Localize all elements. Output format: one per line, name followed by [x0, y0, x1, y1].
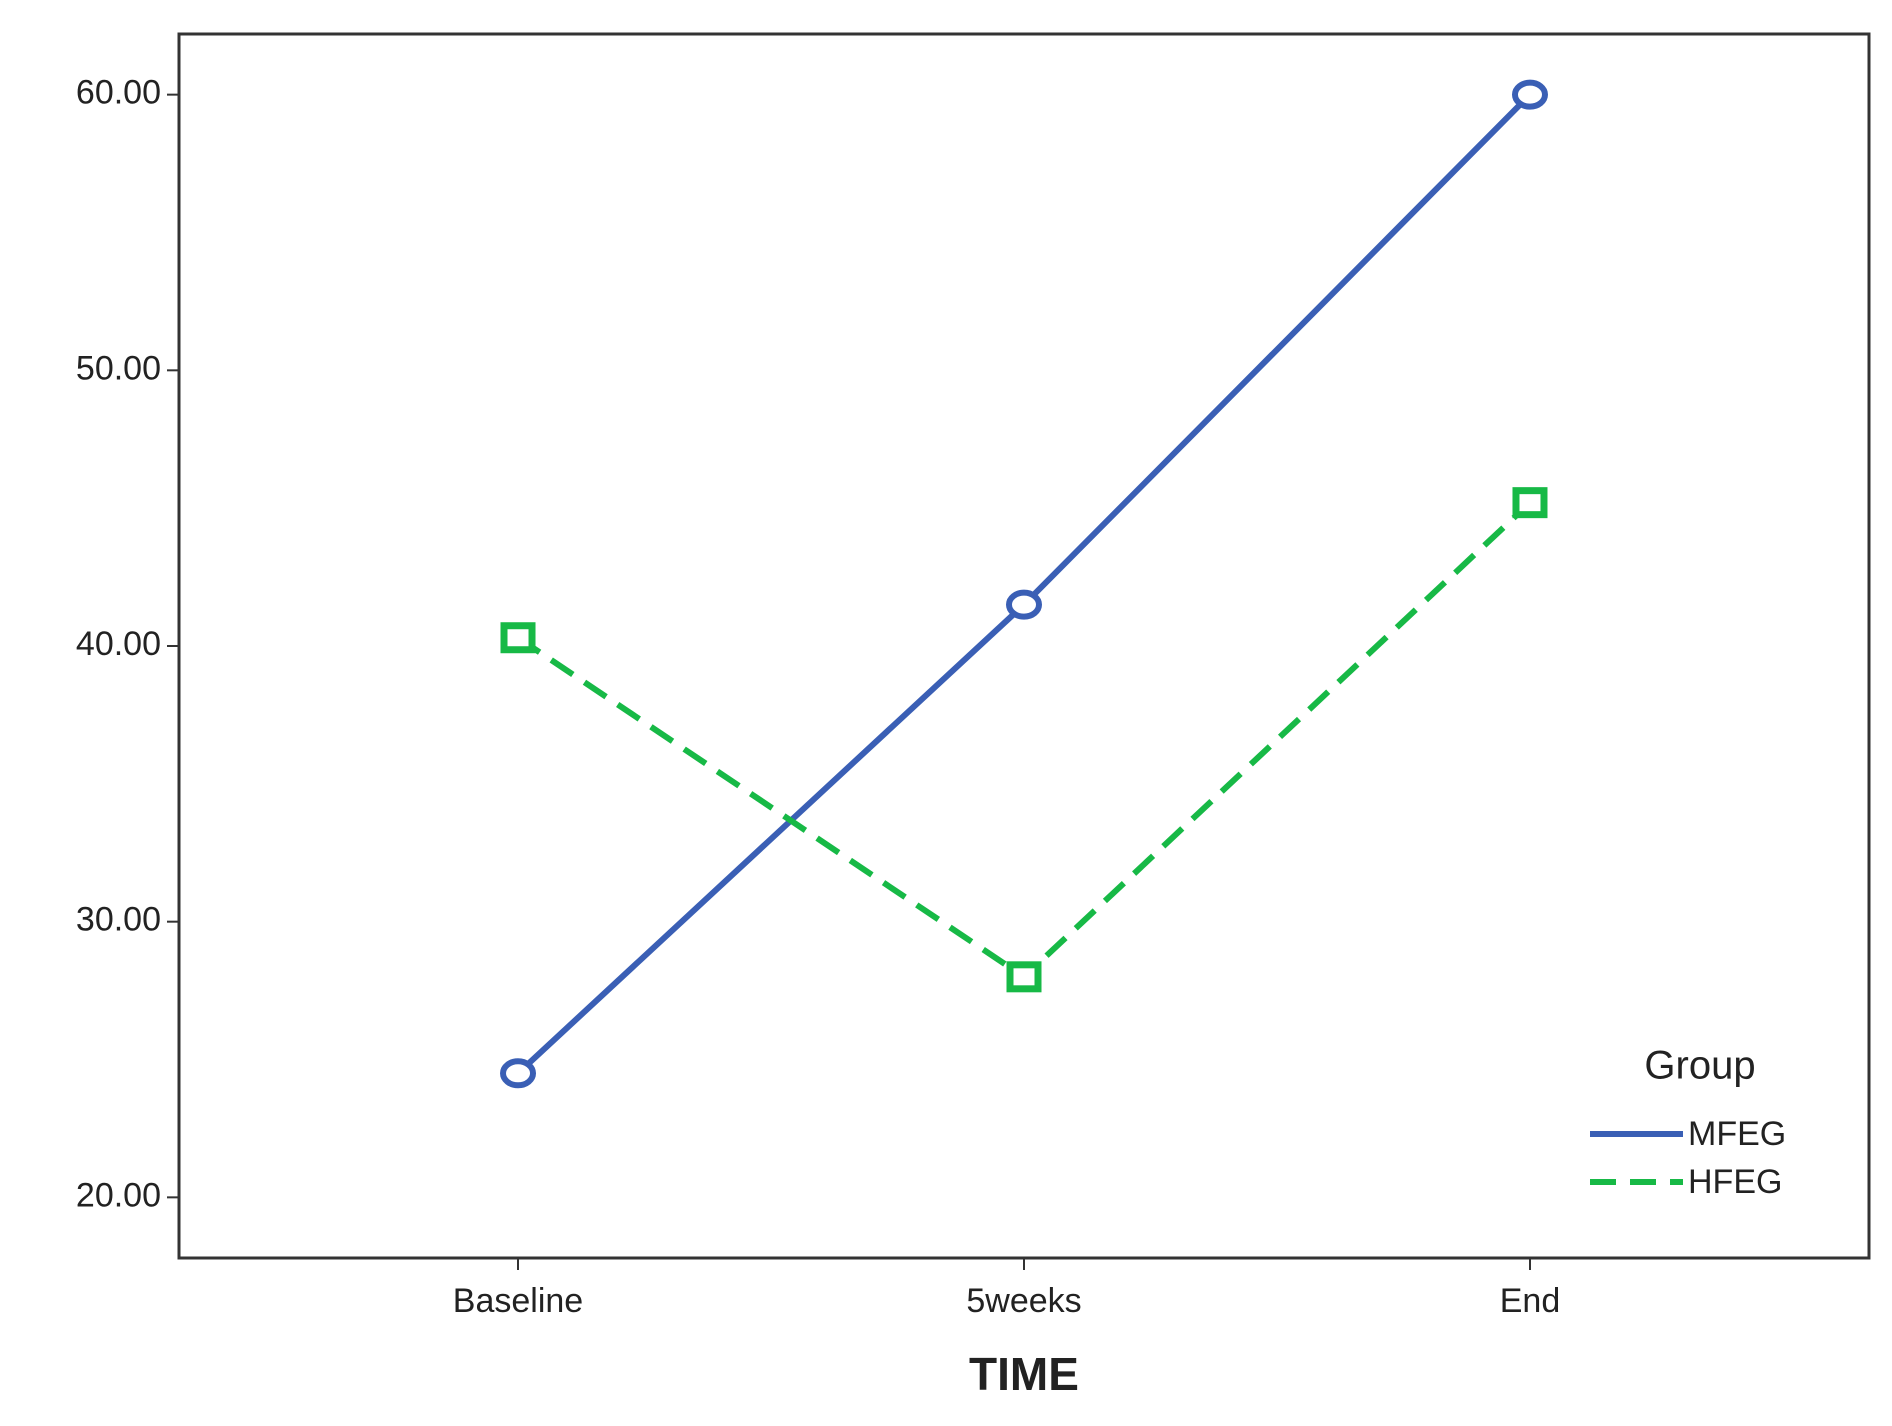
- x-tick-label: End: [1500, 1282, 1561, 1320]
- legend-label: MFEG: [1688, 1115, 1786, 1153]
- x-axis-label: TIME: [969, 1348, 1079, 1400]
- y-tick-label: 40.00: [76, 625, 161, 663]
- point: [1511, 79, 1548, 110]
- y-tick-label: 50.00: [76, 349, 161, 387]
- y-tick-label: 20.00: [76, 1176, 161, 1214]
- point: [1006, 589, 1042, 620]
- x-tick-label: 5weeks: [966, 1282, 1081, 1320]
- point: [1512, 487, 1548, 519]
- legend-label: HFEG: [1688, 1163, 1782, 1201]
- point: [500, 1058, 537, 1089]
- y-tick-label: 30.00: [76, 901, 161, 939]
- series-line: [516, 500, 1533, 981]
- series-line: [515, 92, 1533, 1076]
- x-tick-label: Baseline: [453, 1282, 583, 1320]
- legend-title: Group: [1644, 1044, 1755, 1088]
- y-tick-label: 60.00: [76, 74, 161, 112]
- plot-frame: [177, 32, 1871, 1260]
- point: [500, 622, 536, 654]
- point: [1006, 961, 1042, 993]
